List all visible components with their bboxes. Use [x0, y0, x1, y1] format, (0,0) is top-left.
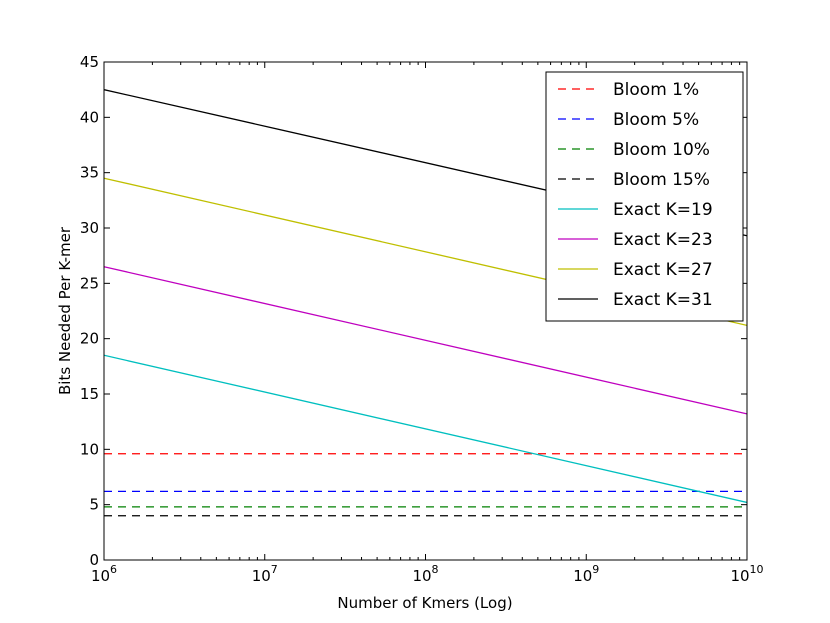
y-tick-label: 25 [80, 274, 99, 292]
x-tick-base: 10 [730, 567, 749, 585]
x-tick-exponent: 7 [271, 563, 278, 576]
legend: Bloom 1% Bloom 5% Bloom 10% Bloom 15% Exact … [545, 71, 744, 322]
x-axis-label: Number of Kmers (Log) [337, 594, 512, 612]
y-tick-label: 15 [80, 385, 99, 403]
x-tick-exponent: 6 [110, 563, 117, 576]
y-tick-label: 5 [89, 496, 99, 514]
y-tick-label: 30 [80, 219, 99, 237]
x-tick-exponent: 10 [750, 563, 764, 576]
y-tick-label: 45 [80, 53, 99, 71]
legend-label: Bloom 1% [613, 80, 699, 100]
y-axis-label: Bits Needed Per K-mer [56, 226, 74, 395]
x-tick-base: 10 [252, 567, 271, 585]
x-tick-label: 107 [252, 563, 278, 585]
y-tick-label: 40 [80, 108, 99, 126]
legend-label: Bloom 15% [613, 170, 710, 190]
legend-label: Exact K=27 [613, 260, 713, 280]
x-tick-exponent: 9 [592, 563, 599, 576]
x-tick-base: 10 [573, 567, 592, 585]
series-line-exact-k-23 [104, 266, 747, 415]
legend-label: Bloom 5% [613, 110, 699, 130]
legend-label: Exact K=23 [613, 230, 713, 250]
series-layer [104, 89, 747, 517]
x-tick-base: 10 [412, 567, 431, 585]
x-tick-exponent: 8 [432, 563, 439, 576]
x-tick-label: 109 [573, 563, 599, 585]
series-line-exact-k-19 [104, 354, 747, 504]
x-tick-label: 108 [412, 563, 438, 585]
y-tick-label: 20 [80, 330, 99, 348]
y-tick-label: 35 [80, 164, 99, 182]
plot-frame [103, 61, 748, 561]
x-tick-label: 1010 [730, 563, 763, 585]
legend-label: Exact K=19 [613, 200, 713, 220]
y-tick-label: 0 [89, 551, 99, 569]
y-tick-label: 10 [80, 440, 99, 458]
legend-label: Exact K=31 [613, 290, 713, 310]
legend-box [545, 71, 744, 322]
x-tick-label: 106 [91, 563, 117, 585]
x-tick-base: 10 [91, 567, 110, 585]
legend-label: Bloom 10% [613, 140, 710, 160]
